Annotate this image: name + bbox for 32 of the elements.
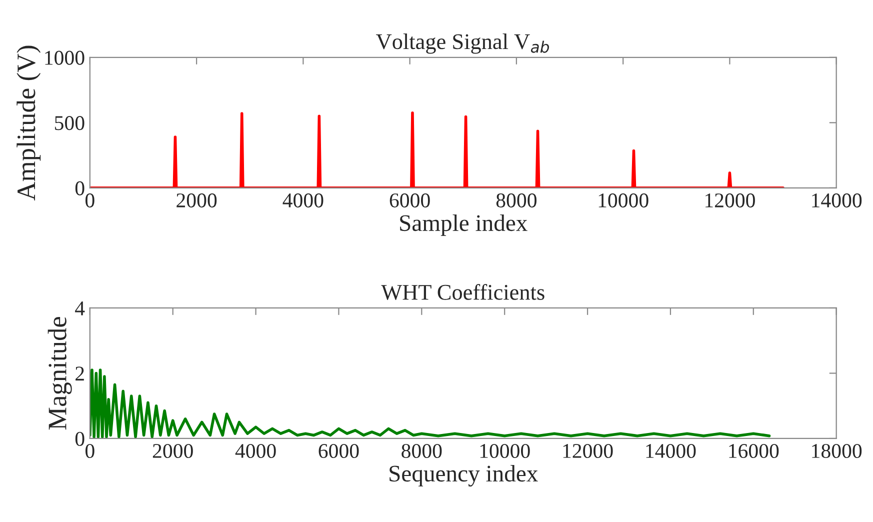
x-tick-label: 14000 [812, 193, 862, 208]
y-tick-label: 2 [76, 366, 84, 380]
x-tick-label: 8000 [402, 444, 442, 458]
x-tick-label: 8000 [496, 193, 536, 208]
y-axis-title: Amplitude (V) [16, 46, 41, 200]
x-tick-label: 2000 [176, 193, 217, 208]
x-axis-title: Sample index [400, 214, 528, 236]
chart-title: WHT Coefficients [381, 284, 544, 300]
x-tick-label: 12000 [705, 193, 755, 208]
x-tick-label: 16000 [729, 444, 779, 458]
x-tick-label: 10000 [480, 444, 530, 458]
x-tick-label: 0 [86, 193, 94, 208]
x-tick-label: 0 [86, 444, 94, 458]
chart-title: Voltage Signal V$_{ab}$ [376, 34, 549, 54]
x-tick-label: 12000 [563, 444, 613, 458]
x-tick-label: 6000 [390, 193, 430, 208]
y-tick-label: 500 [55, 116, 84, 130]
x-tick-label: 10000 [598, 193, 648, 208]
line-series [90, 111, 784, 188]
line-series [90, 368, 771, 438]
y-tick-label: 0 [75, 432, 84, 446]
y-tick-label: 4 [75, 301, 85, 316]
y-tick-label: 0 [75, 181, 84, 196]
x-axis-title: Sequency index [390, 465, 538, 486]
x-tick-label: 14000 [646, 444, 696, 458]
y-tick-label: 1000 [45, 50, 84, 65]
x-tick-label: 4000 [235, 444, 276, 458]
x-tick-label: 2000 [152, 444, 193, 458]
y-axis-title: Magnitude [48, 316, 72, 430]
x-tick-label: 18000 [812, 444, 862, 458]
x-tick-label: 4000 [282, 193, 324, 208]
x-tick-label: 6000 [318, 444, 359, 458]
